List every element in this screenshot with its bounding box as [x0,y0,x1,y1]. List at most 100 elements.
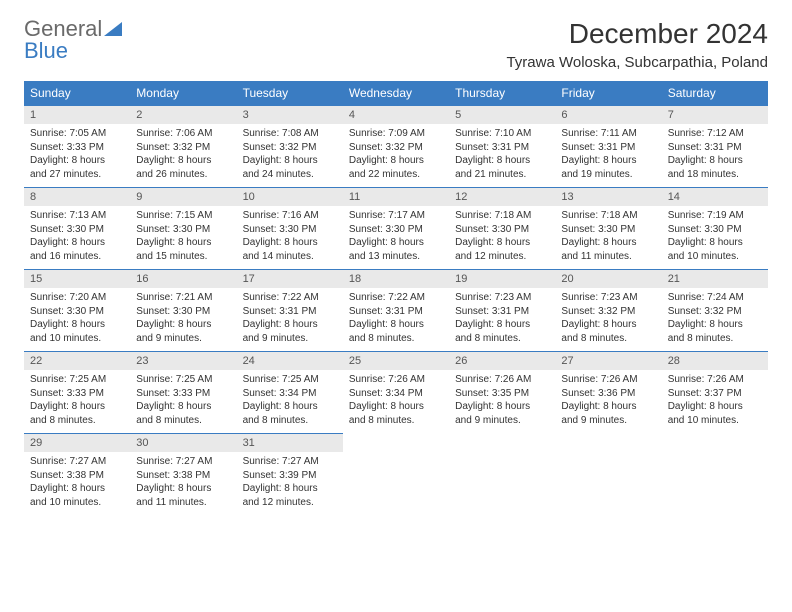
day-info: Sunrise: 7:18 AMSunset: 3:30 PMDaylight:… [555,206,661,269]
weekday-header: Sunday [24,81,130,106]
calendar-day-cell: 24Sunrise: 7:25 AMSunset: 3:34 PMDayligh… [237,352,343,434]
day-number: 11 [343,188,449,206]
title-block: December 2024 Tyrawa Woloska, Subcarpath… [506,18,768,71]
day-number: 17 [237,270,343,288]
day-number: 7 [662,106,768,124]
day-number: 22 [24,352,130,370]
weekday-header: Tuesday [237,81,343,106]
day-info: Sunrise: 7:21 AMSunset: 3:30 PMDaylight:… [130,288,236,351]
calendar-day-cell: 30Sunrise: 7:27 AMSunset: 3:38 PMDayligh… [130,434,236,516]
calendar-day-cell: 13Sunrise: 7:18 AMSunset: 3:30 PMDayligh… [555,188,661,270]
day-number: 25 [343,352,449,370]
calendar-day-cell: 7Sunrise: 7:12 AMSunset: 3:31 PMDaylight… [662,106,768,188]
calendar-day-cell: 17Sunrise: 7:22 AMSunset: 3:31 PMDayligh… [237,270,343,352]
calendar-day-cell: 11Sunrise: 7:17 AMSunset: 3:30 PMDayligh… [343,188,449,270]
day-info: Sunrise: 7:05 AMSunset: 3:33 PMDaylight:… [24,124,130,187]
day-info: Sunrise: 7:12 AMSunset: 3:31 PMDaylight:… [662,124,768,187]
calendar-day-cell: 18Sunrise: 7:22 AMSunset: 3:31 PMDayligh… [343,270,449,352]
location-text: Tyrawa Woloska, Subcarpathia, Poland [506,54,768,71]
day-info: Sunrise: 7:15 AMSunset: 3:30 PMDaylight:… [130,206,236,269]
day-number: 8 [24,188,130,206]
day-info: Sunrise: 7:23 AMSunset: 3:32 PMDaylight:… [555,288,661,351]
day-number: 13 [555,188,661,206]
calendar-day-cell: 31Sunrise: 7:27 AMSunset: 3:39 PMDayligh… [237,434,343,516]
day-info: Sunrise: 7:06 AMSunset: 3:32 PMDaylight:… [130,124,236,187]
day-number: 12 [449,188,555,206]
calendar-week-row: 29Sunrise: 7:27 AMSunset: 3:38 PMDayligh… [24,434,768,516]
day-info: Sunrise: 7:19 AMSunset: 3:30 PMDaylight:… [662,206,768,269]
day-number: 5 [449,106,555,124]
calendar-day-cell: ..... [555,434,661,516]
day-info: Sunrise: 7:24 AMSunset: 3:32 PMDaylight:… [662,288,768,351]
day-info: Sunrise: 7:18 AMSunset: 3:30 PMDaylight:… [449,206,555,269]
day-number: 27 [555,352,661,370]
calendar-day-cell: 10Sunrise: 7:16 AMSunset: 3:30 PMDayligh… [237,188,343,270]
day-info: Sunrise: 7:26 AMSunset: 3:36 PMDaylight:… [555,370,661,433]
calendar-day-cell: 5Sunrise: 7:10 AMSunset: 3:31 PMDaylight… [449,106,555,188]
day-info: Sunrise: 7:09 AMSunset: 3:32 PMDaylight:… [343,124,449,187]
calendar-day-cell: 6Sunrise: 7:11 AMSunset: 3:31 PMDaylight… [555,106,661,188]
day-info: Sunrise: 7:08 AMSunset: 3:32 PMDaylight:… [237,124,343,187]
calendar-day-cell: 14Sunrise: 7:19 AMSunset: 3:30 PMDayligh… [662,188,768,270]
calendar-day-cell: 16Sunrise: 7:21 AMSunset: 3:30 PMDayligh… [130,270,236,352]
calendar-day-cell: 21Sunrise: 7:24 AMSunset: 3:32 PMDayligh… [662,270,768,352]
day-info: Sunrise: 7:10 AMSunset: 3:31 PMDaylight:… [449,124,555,187]
day-number: 6 [555,106,661,124]
calendar-day-cell: 27Sunrise: 7:26 AMSunset: 3:36 PMDayligh… [555,352,661,434]
day-info: Sunrise: 7:22 AMSunset: 3:31 PMDaylight:… [237,288,343,351]
day-number: 3 [237,106,343,124]
calendar-day-cell: 19Sunrise: 7:23 AMSunset: 3:31 PMDayligh… [449,270,555,352]
calendar-day-cell: 12Sunrise: 7:18 AMSunset: 3:30 PMDayligh… [449,188,555,270]
calendar-week-row: 15Sunrise: 7:20 AMSunset: 3:30 PMDayligh… [24,270,768,352]
day-number: 4 [343,106,449,124]
day-number: 18 [343,270,449,288]
calendar-day-cell: ..... [662,434,768,516]
calendar-week-row: 8Sunrise: 7:13 AMSunset: 3:30 PMDaylight… [24,188,768,270]
weekday-header: Monday [130,81,236,106]
day-number: 2 [130,106,236,124]
day-number: 21 [662,270,768,288]
calendar-day-cell: 2Sunrise: 7:06 AMSunset: 3:32 PMDaylight… [130,106,236,188]
day-number: 14 [662,188,768,206]
day-info: Sunrise: 7:25 AMSunset: 3:33 PMDaylight:… [130,370,236,433]
day-number: 20 [555,270,661,288]
page-header: General Blue December 2024 Tyrawa Wolosk… [24,18,768,71]
calendar-week-row: 22Sunrise: 7:25 AMSunset: 3:33 PMDayligh… [24,352,768,434]
day-info: Sunrise: 7:20 AMSunset: 3:30 PMDaylight:… [24,288,130,351]
calendar-day-cell: 25Sunrise: 7:26 AMSunset: 3:34 PMDayligh… [343,352,449,434]
calendar-day-cell: 28Sunrise: 7:26 AMSunset: 3:37 PMDayligh… [662,352,768,434]
day-number: 28 [662,352,768,370]
day-info: Sunrise: 7:26 AMSunset: 3:34 PMDaylight:… [343,370,449,433]
day-info: Sunrise: 7:25 AMSunset: 3:33 PMDaylight:… [24,370,130,433]
calendar-day-cell: 1Sunrise: 7:05 AMSunset: 3:33 PMDaylight… [24,106,130,188]
weekday-header: Friday [555,81,661,106]
day-info: Sunrise: 7:26 AMSunset: 3:35 PMDaylight:… [449,370,555,433]
calendar-day-cell: 22Sunrise: 7:25 AMSunset: 3:33 PMDayligh… [24,352,130,434]
calendar-day-cell: 29Sunrise: 7:27 AMSunset: 3:38 PMDayligh… [24,434,130,516]
logo-triangle-icon [104,22,122,36]
calendar-day-cell: 8Sunrise: 7:13 AMSunset: 3:30 PMDaylight… [24,188,130,270]
calendar-day-cell: 23Sunrise: 7:25 AMSunset: 3:33 PMDayligh… [130,352,236,434]
calendar-day-cell: 9Sunrise: 7:15 AMSunset: 3:30 PMDaylight… [130,188,236,270]
day-number: 24 [237,352,343,370]
calendar-day-cell: 15Sunrise: 7:20 AMSunset: 3:30 PMDayligh… [24,270,130,352]
day-info: Sunrise: 7:27 AMSunset: 3:39 PMDaylight:… [237,452,343,515]
calendar-body: 1Sunrise: 7:05 AMSunset: 3:33 PMDaylight… [24,106,768,516]
day-info: Sunrise: 7:25 AMSunset: 3:34 PMDaylight:… [237,370,343,433]
day-info: Sunrise: 7:27 AMSunset: 3:38 PMDaylight:… [130,452,236,515]
calendar-day-cell: 3Sunrise: 7:08 AMSunset: 3:32 PMDaylight… [237,106,343,188]
day-info: Sunrise: 7:26 AMSunset: 3:37 PMDaylight:… [662,370,768,433]
calendar-week-row: 1Sunrise: 7:05 AMSunset: 3:33 PMDaylight… [24,106,768,188]
brand-logo: General Blue [24,18,122,62]
day-info: Sunrise: 7:27 AMSunset: 3:38 PMDaylight:… [24,452,130,515]
day-number: 15 [24,270,130,288]
day-number: 16 [130,270,236,288]
day-info: Sunrise: 7:11 AMSunset: 3:31 PMDaylight:… [555,124,661,187]
calendar-day-cell: ..... [449,434,555,516]
weekday-header: Saturday [662,81,768,106]
day-number: 29 [24,434,130,452]
weekday-header: Thursday [449,81,555,106]
day-number: 1 [24,106,130,124]
day-number: 9 [130,188,236,206]
day-number: 23 [130,352,236,370]
